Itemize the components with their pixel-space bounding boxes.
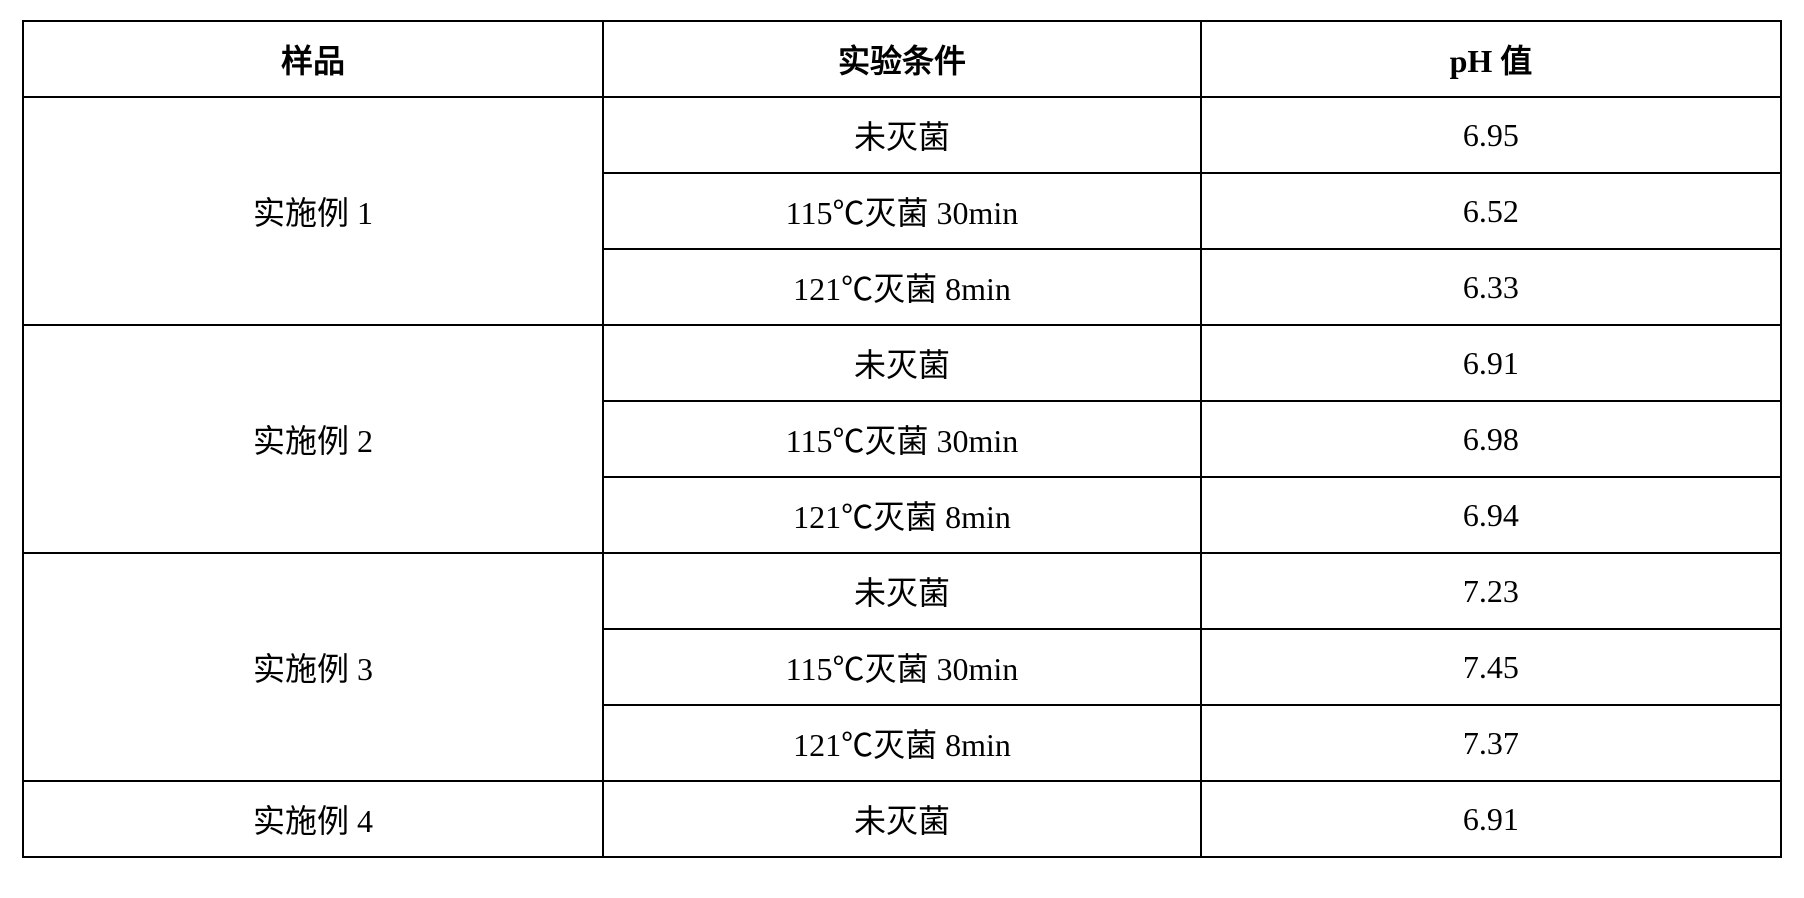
table-header-row: 样品 实验条件 pH 值 — [23, 21, 1781, 97]
ph-cell: 7.37 — [1201, 705, 1781, 781]
condition-cell: 121℃灭菌 8min — [603, 249, 1201, 325]
ph-cell: 6.94 — [1201, 477, 1781, 553]
condition-cell: 115℃灭菌 30min — [603, 173, 1201, 249]
header-condition: 实验条件 — [603, 21, 1201, 97]
ph-data-table: 样品 实验条件 pH 值 实施例 1未灭菌6.95115℃灭菌 30min6.5… — [22, 20, 1782, 858]
condition-cell: 121℃灭菌 8min — [603, 705, 1201, 781]
ph-cell: 6.33 — [1201, 249, 1781, 325]
table-row: 实施例 2未灭菌6.91 — [23, 325, 1781, 401]
condition-cell: 115℃灭菌 30min — [603, 401, 1201, 477]
table-body: 实施例 1未灭菌6.95115℃灭菌 30min6.52121℃灭菌 8min6… — [23, 97, 1781, 857]
table-row: 实施例 4未灭菌6.91 — [23, 781, 1781, 857]
ph-cell: 7.23 — [1201, 553, 1781, 629]
ph-suffix: 值 — [1492, 43, 1532, 79]
table-row: 实施例 1未灭菌6.95 — [23, 97, 1781, 173]
ph-prefix: pH — [1450, 43, 1493, 79]
ph-cell: 6.91 — [1201, 325, 1781, 401]
ph-cell: 6.95 — [1201, 97, 1781, 173]
ph-cell: 6.91 — [1201, 781, 1781, 857]
header-sample: 样品 — [23, 21, 603, 97]
condition-cell: 未灭菌 — [603, 97, 1201, 173]
condition-cell: 121℃灭菌 8min — [603, 477, 1201, 553]
condition-cell: 115℃灭菌 30min — [603, 629, 1201, 705]
sample-cell: 实施例 1 — [23, 97, 603, 325]
ph-cell: 6.52 — [1201, 173, 1781, 249]
ph-cell: 7.45 — [1201, 629, 1781, 705]
condition-cell: 未灭菌 — [603, 325, 1201, 401]
header-ph: pH 值 — [1201, 21, 1781, 97]
sample-cell: 实施例 4 — [23, 781, 603, 857]
condition-cell: 未灭菌 — [603, 781, 1201, 857]
sample-cell: 实施例 2 — [23, 325, 603, 553]
sample-cell: 实施例 3 — [23, 553, 603, 781]
table-row: 实施例 3未灭菌7.23 — [23, 553, 1781, 629]
condition-cell: 未灭菌 — [603, 553, 1201, 629]
ph-cell: 6.98 — [1201, 401, 1781, 477]
